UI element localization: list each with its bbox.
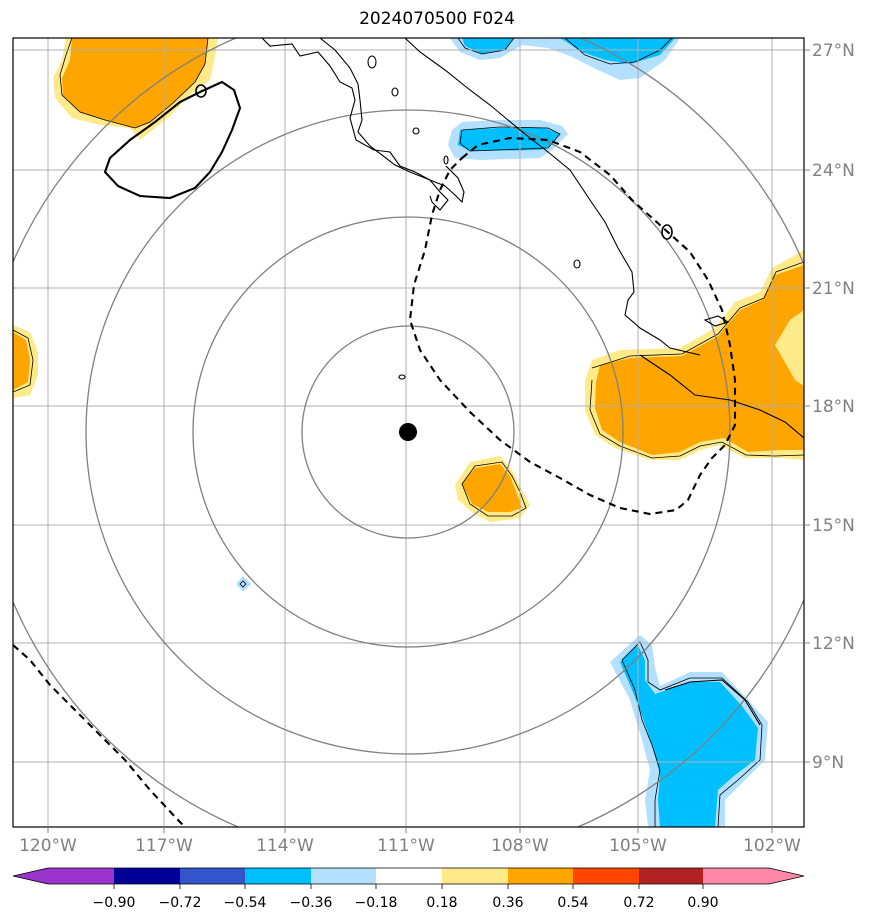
lat-tick-marks xyxy=(804,49,810,763)
colorbar: −0.90 −0.72 −0.54 −0.36 −0.18 0.18 0.36 … xyxy=(12,867,805,911)
range-rings xyxy=(13,38,804,827)
coastline-baja-east xyxy=(319,38,465,204)
range-ring-2 xyxy=(192,216,624,648)
island-2 xyxy=(391,87,399,97)
contour-south-2 xyxy=(621,659,661,827)
island-1 xyxy=(367,55,377,69)
lat-label: 18°N xyxy=(812,397,855,417)
solid-contour-small-ellipse xyxy=(195,84,207,98)
island-4 xyxy=(443,155,449,165)
contour-south xyxy=(621,641,763,827)
lat-label: 15°N xyxy=(812,516,855,536)
colorbar-tick-label: −0.72 xyxy=(159,895,202,911)
negative-anomaly-small xyxy=(236,576,251,592)
lon-tick-marks xyxy=(47,827,773,833)
positive-anomaly-northwest-core xyxy=(62,38,208,128)
lat-label: 9°N xyxy=(812,753,844,773)
colorbar-tick-label: 0.72 xyxy=(623,895,654,911)
positive-anomaly-center xyxy=(462,464,522,512)
lat-labels: 27°N 24°N 21°N 18°N 15°N 12°N 9°N xyxy=(812,41,855,773)
colorbar-segment xyxy=(180,868,245,884)
colorbar-tick-label: −0.36 xyxy=(290,895,333,911)
negative-anomaly-north-2 xyxy=(560,38,675,64)
colorbar-outline xyxy=(12,867,805,885)
solid-contour-northwest xyxy=(103,80,242,200)
lon-label: 117°W xyxy=(135,836,193,856)
colorbar-segment xyxy=(114,868,180,884)
colorbar-tick-label: 0.18 xyxy=(426,895,457,911)
lon-label: 111°W xyxy=(377,836,435,856)
contour-northwest xyxy=(59,38,209,129)
colorbar-segment xyxy=(48,868,114,884)
colorbar-tick-label: −0.90 xyxy=(93,895,136,911)
map-area xyxy=(13,38,804,827)
island-5 xyxy=(573,259,581,269)
colorbar-segment xyxy=(703,868,769,884)
contour-gulf xyxy=(459,126,561,152)
colorbar-tick-label: 0.54 xyxy=(557,895,588,911)
dashed-contour-main xyxy=(408,136,737,516)
dashed-contour-southwest xyxy=(13,644,186,827)
colorbar-segment xyxy=(639,868,703,884)
coastline-southeast xyxy=(664,679,761,726)
coastline-baja-west xyxy=(261,38,449,211)
lat-label: 24°N xyxy=(812,161,855,181)
lon-labels: 120°W 117°W 114°W 111°W 108°W 105°W 102°… xyxy=(19,836,801,856)
negative-anomaly-south xyxy=(620,645,758,827)
colorbar-segment xyxy=(573,868,639,884)
storm-center-marker xyxy=(399,423,417,441)
range-ring-1 xyxy=(301,325,515,539)
contour-east xyxy=(591,261,804,369)
dashed-contour-small-ellipse xyxy=(661,224,673,240)
coastline-mainland xyxy=(404,38,701,356)
colorbar-segment xyxy=(508,868,573,884)
lon-label: 102°W xyxy=(743,836,801,856)
positive-anomaly-east xyxy=(595,265,804,455)
lon-label: 105°W xyxy=(609,836,667,856)
thick-contours xyxy=(13,80,737,827)
contour-north-2 xyxy=(564,38,673,65)
colorbar-segment xyxy=(245,868,311,884)
lat-label: 21°N xyxy=(812,279,855,299)
coastlines xyxy=(261,38,804,726)
gridlines xyxy=(13,38,804,827)
lat-label: 27°N xyxy=(812,41,855,61)
colorbar-segment xyxy=(311,868,376,884)
map-title: 2024070500 F024 xyxy=(359,9,515,29)
lon-label: 120°W xyxy=(19,836,77,856)
range-ring-3 xyxy=(85,109,731,755)
colorbar-segment xyxy=(376,868,442,884)
positive-anomaly-west-edge-core xyxy=(13,332,30,390)
island-3 xyxy=(412,127,420,135)
contour-east-2 xyxy=(589,379,804,459)
colorbar-segment xyxy=(442,868,508,884)
colorbar-tick-label: 0.36 xyxy=(492,895,523,911)
colorbar-tick-label: −0.18 xyxy=(355,895,398,911)
island-6 xyxy=(398,374,406,380)
contour-north xyxy=(457,38,515,55)
island-7 xyxy=(703,315,730,327)
coastline-mainland-south xyxy=(639,354,804,439)
lon-label: 114°W xyxy=(256,836,314,856)
contour-small xyxy=(239,580,247,588)
map-frame xyxy=(12,37,805,828)
contour-west-edge xyxy=(13,329,34,393)
lat-label: 12°N xyxy=(812,634,855,654)
colorbar-extend-low xyxy=(13,868,48,884)
colorbar-extend-high xyxy=(769,868,804,884)
colorbar-tick-label: −0.54 xyxy=(224,895,267,911)
negative-anomaly-gulf xyxy=(458,128,560,151)
lon-label: 108°W xyxy=(491,836,549,856)
colorbar-ticks xyxy=(113,884,704,889)
colorbar-tick-label: 0.90 xyxy=(687,895,718,911)
